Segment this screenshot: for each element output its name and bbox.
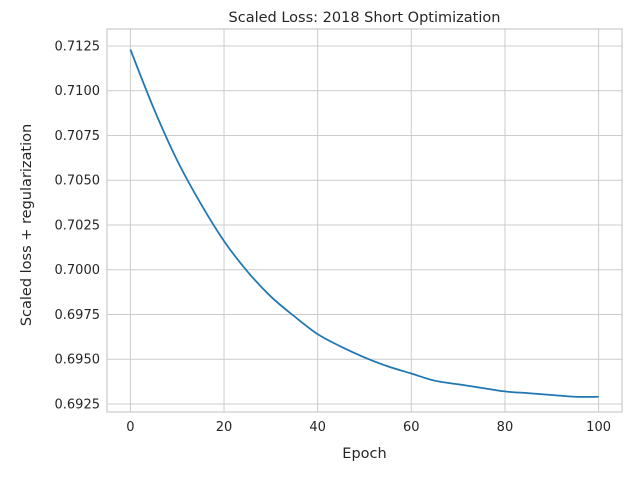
x-gridlines	[129, 29, 600, 412]
chart-title: Scaled Loss: 2018 Short Optimization	[229, 10, 501, 26]
x-tick-label: 40	[309, 420, 326, 435]
y-tick-labels: 0.6925 0.6950 0.6975 0.7000 0.7025 0.7050 0.70…	[55, 40, 101, 413]
x-tick-label: 20	[216, 420, 233, 435]
y-tick-label: 0.7075	[55, 129, 101, 144]
y-gridlines	[107, 45, 622, 405]
y-tick-label: 0.6925	[55, 397, 101, 412]
loss-curve	[129, 49, 599, 398]
x-tick-label: 100	[586, 420, 611, 435]
y-tick-label: 0.7050	[55, 174, 101, 189]
y-tick-label: 0.7100	[55, 84, 101, 99]
plot-frame	[106, 28, 623, 413]
y-tick-label: 0.6950	[55, 353, 101, 368]
y-axis-label: Scaled loss + regularization	[19, 124, 35, 326]
x-tick-label: 60	[403, 420, 420, 435]
x-tick-labels: 0 20 40 60 80 100	[126, 420, 611, 435]
y-tick-label: 0.7025	[55, 218, 101, 233]
y-tick-label: 0.6975	[55, 308, 101, 323]
x-tick-label: 80	[497, 420, 514, 435]
x-axis-label: Epoch	[342, 446, 386, 462]
y-tick-label: 0.7000	[55, 263, 101, 278]
x-tick-label: 0	[126, 420, 134, 435]
y-tick-label: 0.7125	[55, 40, 101, 55]
